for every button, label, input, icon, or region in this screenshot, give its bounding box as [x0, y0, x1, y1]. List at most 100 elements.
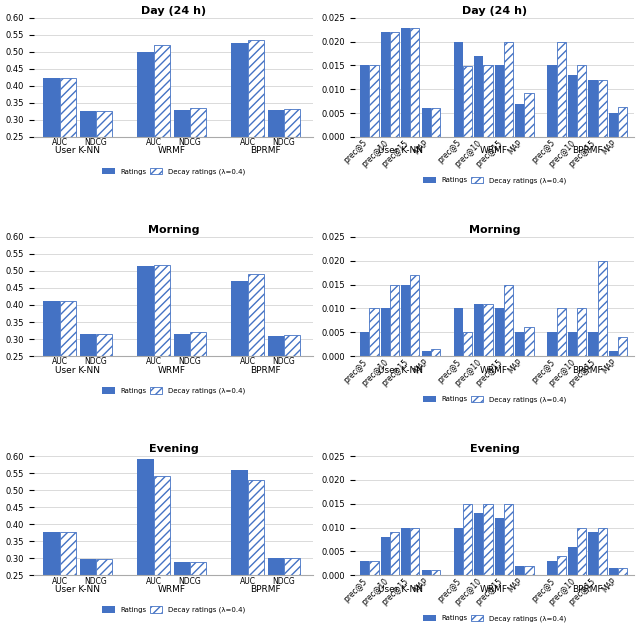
- Bar: [137, 266, 154, 441]
- Bar: [79, 111, 96, 222]
- Bar: [618, 107, 627, 137]
- Bar: [495, 518, 504, 575]
- Bar: [515, 566, 524, 575]
- Bar: [401, 285, 410, 356]
- Bar: [390, 532, 399, 575]
- Bar: [154, 477, 170, 638]
- Bar: [547, 332, 557, 356]
- Text: WRMF: WRMF: [158, 366, 186, 375]
- Text: BPRMF: BPRMF: [250, 366, 281, 375]
- Bar: [173, 334, 190, 441]
- Bar: [557, 308, 566, 356]
- Text: User K-NN: User K-NN: [55, 147, 100, 156]
- Text: BPRMF: BPRMF: [250, 585, 281, 594]
- Bar: [609, 568, 618, 575]
- Bar: [474, 56, 483, 137]
- Title: Morning: Morning: [469, 225, 520, 235]
- Bar: [79, 334, 96, 441]
- Bar: [524, 93, 534, 137]
- Bar: [588, 532, 598, 575]
- Bar: [231, 43, 248, 222]
- Bar: [588, 80, 598, 137]
- Bar: [60, 300, 76, 441]
- Bar: [154, 265, 170, 441]
- Title: Day (24 h): Day (24 h): [141, 6, 206, 15]
- Bar: [154, 45, 170, 222]
- Bar: [60, 531, 76, 638]
- Bar: [568, 332, 577, 356]
- Bar: [173, 110, 190, 222]
- Legend: Ratings, Decay ratings (λ=0.4): Ratings, Decay ratings (λ=0.4): [102, 607, 245, 614]
- Bar: [137, 52, 154, 222]
- Bar: [60, 78, 76, 222]
- Bar: [454, 308, 463, 356]
- Bar: [96, 111, 113, 222]
- Bar: [43, 300, 60, 441]
- Bar: [454, 41, 463, 137]
- Bar: [43, 531, 60, 638]
- Text: WRMF: WRMF: [480, 366, 508, 375]
- Bar: [431, 349, 440, 356]
- Bar: [360, 332, 369, 356]
- Bar: [284, 109, 300, 222]
- Bar: [609, 113, 618, 137]
- Bar: [422, 570, 431, 575]
- Bar: [410, 28, 419, 137]
- Bar: [422, 108, 431, 137]
- Bar: [483, 504, 493, 575]
- Bar: [248, 274, 264, 441]
- Legend: Ratings, Decay ratings (λ=0.4): Ratings, Decay ratings (λ=0.4): [423, 615, 566, 622]
- Text: BPRMF: BPRMF: [250, 147, 281, 156]
- Bar: [483, 66, 493, 137]
- Bar: [568, 75, 577, 137]
- Text: WRMF: WRMF: [158, 147, 186, 156]
- Bar: [43, 78, 60, 222]
- Text: User K-NN: User K-NN: [55, 366, 100, 375]
- Bar: [577, 308, 586, 356]
- Bar: [390, 285, 399, 356]
- Bar: [410, 528, 419, 575]
- Text: User K-NN: User K-NN: [55, 585, 100, 594]
- Legend: Ratings, Decay ratings (λ=0.4): Ratings, Decay ratings (λ=0.4): [423, 396, 566, 403]
- Bar: [504, 41, 513, 137]
- Text: WRMF: WRMF: [480, 147, 508, 156]
- Legend: Ratings, Decay ratings (λ=0.4): Ratings, Decay ratings (λ=0.4): [423, 177, 566, 184]
- Bar: [96, 334, 113, 441]
- Bar: [609, 352, 618, 356]
- Bar: [463, 66, 472, 137]
- Legend: Ratings, Decay ratings (λ=0.4): Ratings, Decay ratings (λ=0.4): [102, 168, 245, 175]
- Bar: [547, 561, 557, 575]
- Bar: [369, 308, 378, 356]
- Bar: [577, 66, 586, 137]
- Bar: [504, 285, 513, 356]
- Bar: [381, 537, 390, 575]
- Text: BPRMF: BPRMF: [572, 147, 603, 156]
- Title: Evening: Evening: [148, 444, 198, 454]
- Bar: [524, 327, 534, 356]
- Bar: [495, 308, 504, 356]
- Bar: [96, 559, 113, 638]
- Title: Evening: Evening: [470, 444, 520, 454]
- Bar: [381, 308, 390, 356]
- Bar: [618, 337, 627, 356]
- Bar: [369, 561, 378, 575]
- Title: Day (24 h): Day (24 h): [462, 6, 527, 15]
- Bar: [268, 558, 284, 638]
- Bar: [515, 103, 524, 137]
- Text: WRMF: WRMF: [480, 585, 508, 594]
- Bar: [588, 332, 598, 356]
- Bar: [369, 66, 378, 137]
- Bar: [504, 504, 513, 575]
- Bar: [268, 110, 284, 222]
- Bar: [474, 513, 483, 575]
- Bar: [248, 480, 264, 638]
- Bar: [381, 32, 390, 137]
- Bar: [284, 334, 300, 441]
- Bar: [557, 41, 566, 137]
- Bar: [190, 108, 206, 222]
- Bar: [284, 558, 300, 638]
- Bar: [515, 332, 524, 356]
- Bar: [173, 562, 190, 638]
- Legend: Ratings, Decay ratings (λ=0.4): Ratings, Decay ratings (λ=0.4): [102, 387, 245, 394]
- Bar: [618, 568, 627, 575]
